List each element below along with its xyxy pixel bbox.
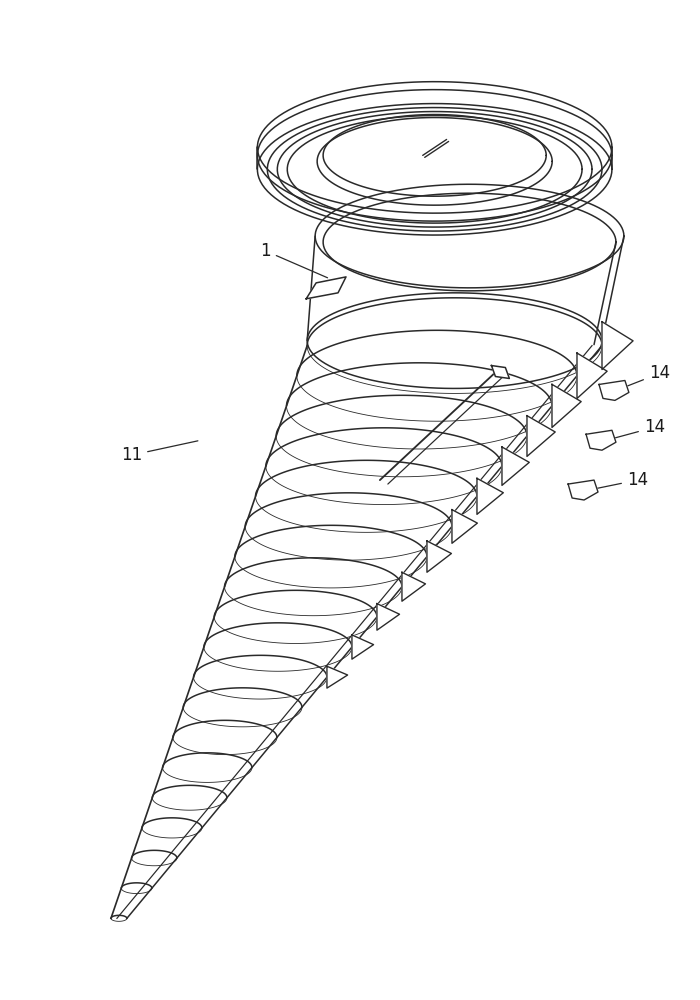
Polygon shape [402, 572, 426, 601]
Polygon shape [377, 604, 400, 630]
Polygon shape [306, 277, 346, 299]
Polygon shape [491, 366, 510, 378]
Polygon shape [586, 430, 616, 450]
Polygon shape [427, 541, 452, 572]
Polygon shape [527, 416, 555, 456]
Polygon shape [352, 635, 374, 659]
Polygon shape [577, 353, 607, 398]
Polygon shape [477, 478, 503, 514]
Text: 11: 11 [121, 441, 198, 464]
Polygon shape [599, 380, 629, 400]
Polygon shape [452, 510, 477, 543]
Polygon shape [502, 447, 529, 485]
Text: 14: 14 [602, 418, 665, 442]
Text: 14: 14 [582, 471, 648, 491]
Polygon shape [568, 480, 598, 500]
Text: 1: 1 [260, 242, 328, 278]
Polygon shape [602, 322, 633, 370]
Polygon shape [327, 666, 348, 688]
Text: 14: 14 [613, 364, 670, 391]
Polygon shape [552, 384, 581, 427]
